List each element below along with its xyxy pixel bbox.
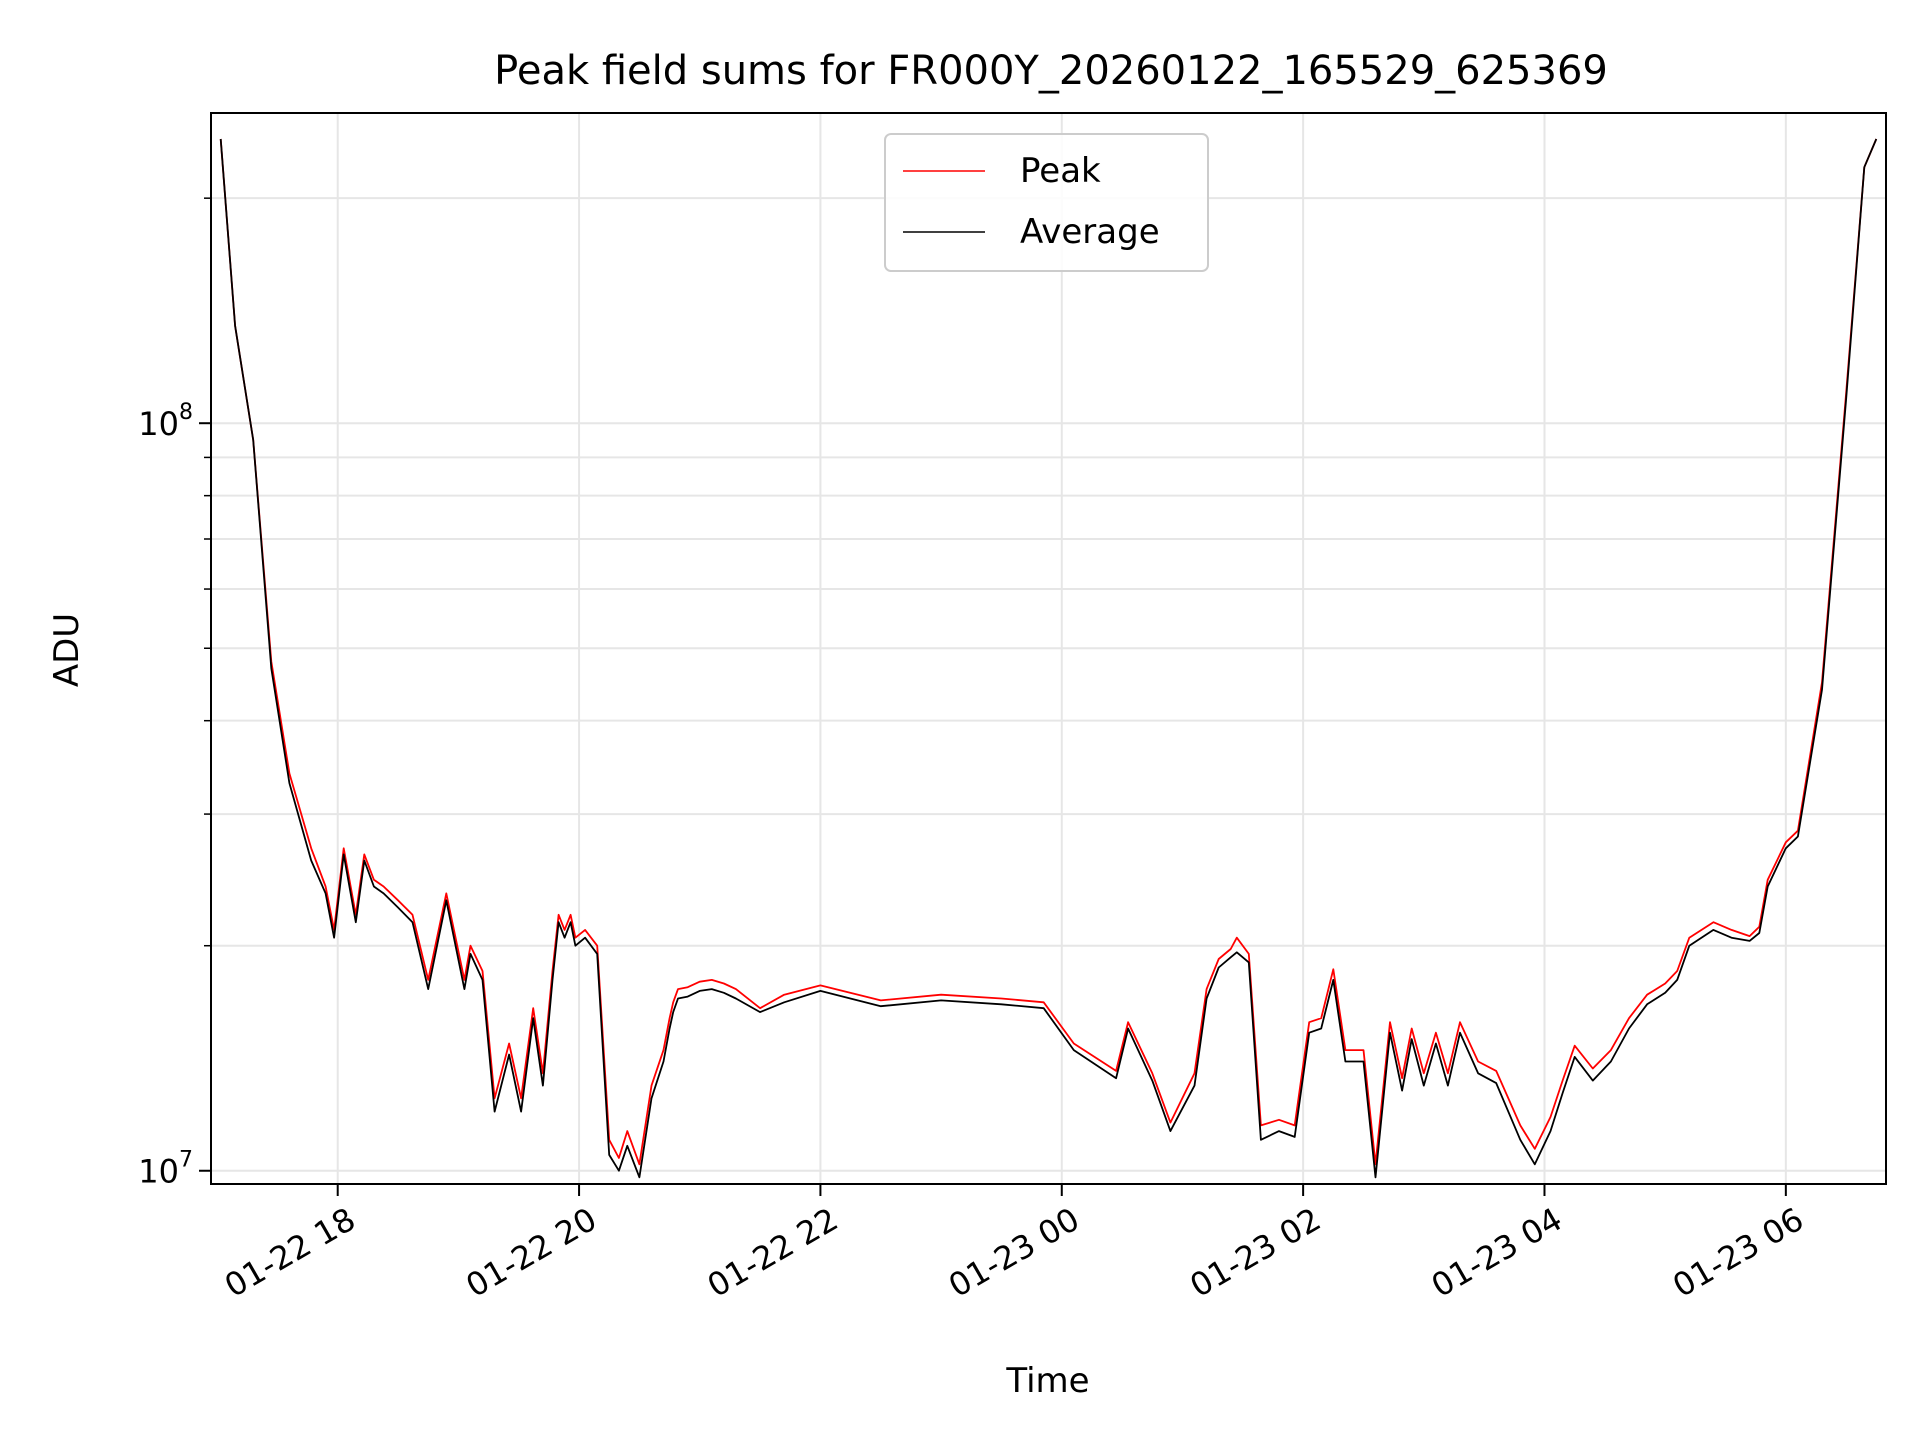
y-axis-label: ADU: [47, 613, 87, 687]
y-tick-label-base: 10: [138, 1153, 179, 1191]
y-tick-label: 107: [138, 1148, 193, 1191]
y-tick-label-exponent: 8: [179, 400, 193, 425]
chart-title: Peak field sums for FR000Y_20260122_1655…: [494, 48, 1608, 94]
series-line-average: [219, 138, 1878, 1179]
plot-area: [219, 138, 1878, 1179]
series-line-peak: [219, 138, 1878, 1166]
y-tick-label-exponent: 7: [179, 1148, 193, 1173]
legend-average-label: Average: [1020, 212, 1160, 252]
x-axis-label: Time: [1005, 1361, 1089, 1401]
legend-box: [884, 133, 1209, 272]
series-lines: [219, 138, 1878, 1179]
y-tick-label-base: 10: [138, 405, 179, 443]
legend-peak-label: Peak: [1020, 151, 1101, 191]
y-tick-label: 108: [138, 400, 193, 443]
legend: Peak Average: [884, 133, 1209, 272]
grid-lines: [211, 113, 1886, 1184]
